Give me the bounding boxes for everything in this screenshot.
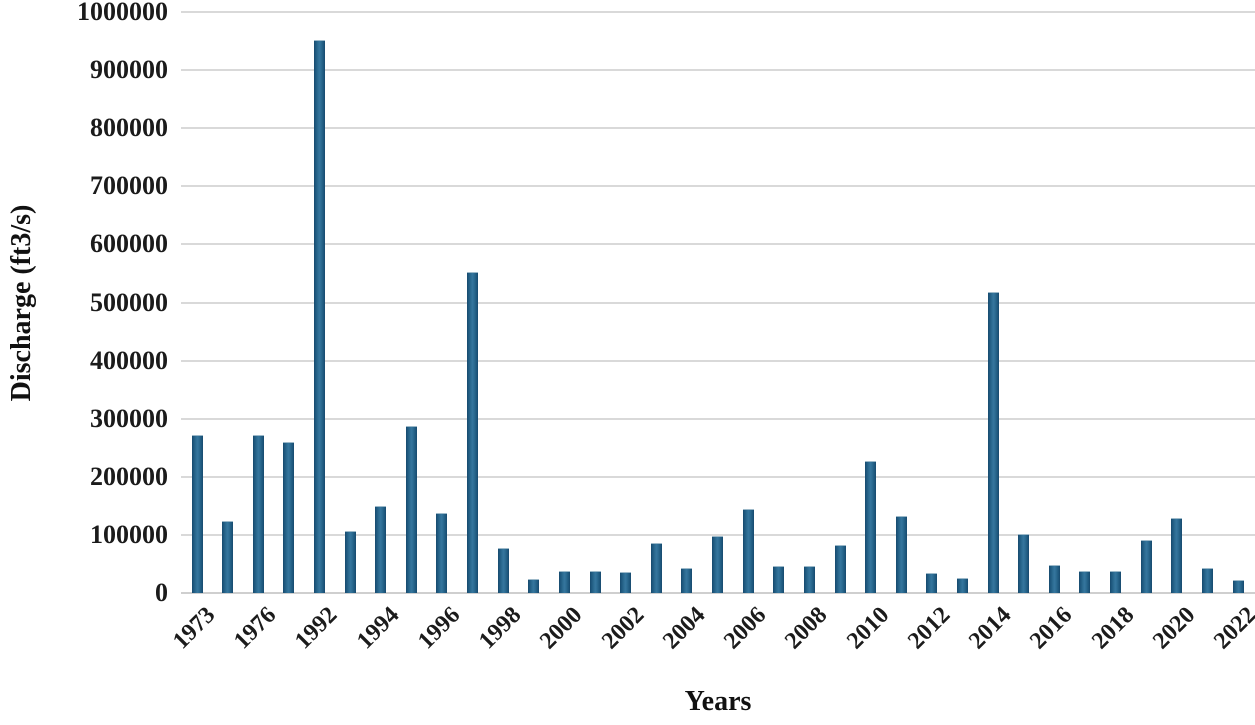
- bar-1996: [436, 512, 448, 593]
- bar-year-29: [1079, 570, 1091, 593]
- bar-1976: [252, 435, 264, 593]
- bar-year-19: [773, 566, 785, 593]
- gridline: [181, 417, 1255, 420]
- bar-2012: [926, 572, 938, 593]
- gridline: [181, 11, 1255, 13]
- x-tick-label: 2014: [964, 602, 1017, 655]
- bar-2010: [865, 461, 877, 593]
- bar-year-33: [1201, 568, 1213, 593]
- y-tick-label: 500000: [90, 287, 168, 317]
- gridline: [181, 301, 1255, 304]
- bar-year-11: [528, 579, 540, 593]
- x-tick-label: 1994: [351, 602, 405, 655]
- y-tick-label: 600000: [90, 229, 168, 259]
- bar-year-7: [405, 426, 417, 593]
- bar-2020: [1171, 517, 1183, 593]
- gridline: [181, 592, 1255, 594]
- x-tick-label: 2004: [657, 602, 711, 655]
- x-tick-label: 1976: [229, 602, 282, 655]
- bar-2006: [742, 508, 754, 593]
- x-tick-label: 2000: [535, 602, 588, 655]
- bar-1998: [497, 548, 509, 593]
- plot-area: [181, 11, 1255, 594]
- y-tick-label: 800000: [90, 113, 168, 143]
- gridline: [181, 533, 1255, 536]
- x-tick-label: 2022: [1209, 602, 1255, 655]
- bar-2004: [681, 568, 693, 593]
- x-tick-label: 2012: [902, 602, 956, 655]
- bar-1973: [191, 435, 203, 593]
- x-tick-label: 2010: [841, 602, 895, 655]
- bar-year-5: [344, 531, 356, 593]
- bar-year-17: [712, 536, 724, 593]
- x-axis-title: Years: [684, 686, 752, 717]
- bar-year-3: [283, 442, 295, 593]
- x-tick-label: 2006: [719, 602, 772, 655]
- x-tick-label: 2002: [596, 602, 650, 655]
- y-tick-label: 400000: [90, 345, 168, 375]
- y-tick-label: 300000: [90, 403, 168, 433]
- bar-year-27: [1018, 533, 1030, 593]
- bar-year-23: [895, 516, 907, 593]
- y-tick-label: 900000: [90, 55, 168, 85]
- x-tick-label: 2016: [1025, 602, 1078, 655]
- gridline: [181, 69, 1255, 72]
- x-tick-label: 1998: [474, 602, 527, 655]
- gridline: [181, 127, 1255, 130]
- bar-2016: [1048, 564, 1060, 593]
- y-tick-label: 1000000: [77, 0, 168, 26]
- bar-2002: [620, 572, 632, 593]
- x-tick-label: 2020: [1147, 602, 1201, 655]
- x-tick-label: 1996: [413, 602, 466, 655]
- x-tick-label: 1973: [168, 602, 221, 655]
- x-tick-label: 2008: [780, 602, 833, 655]
- bar-1992: [313, 40, 325, 593]
- bar-2018: [1110, 570, 1122, 593]
- x-tick-label: 2018: [1086, 602, 1139, 655]
- y-tick-label: 700000: [90, 171, 168, 201]
- bar-year-13: [589, 570, 601, 593]
- gridline: [181, 243, 1255, 246]
- bar-2008: [803, 566, 815, 593]
- bar-1994: [375, 506, 387, 593]
- x-tick-label: 1992: [290, 602, 343, 655]
- bar-2000: [558, 570, 570, 593]
- bar-year-25: [957, 578, 968, 593]
- bar-year-31: [1140, 540, 1152, 593]
- gridline: [181, 475, 1255, 478]
- bar-year-1: [222, 521, 234, 593]
- bar-2022: [1232, 579, 1244, 593]
- y-tick-label: 100000: [90, 519, 168, 549]
- gridline: [181, 359, 1255, 362]
- bar-year-15: [650, 543, 662, 593]
- bar-year-9: [467, 272, 479, 593]
- bar-year-21: [834, 544, 846, 593]
- gridline: [181, 185, 1255, 188]
- y-tick-label: 0: [155, 578, 168, 607]
- y-tick-label: 200000: [90, 461, 168, 491]
- bar-2014: [987, 292, 999, 593]
